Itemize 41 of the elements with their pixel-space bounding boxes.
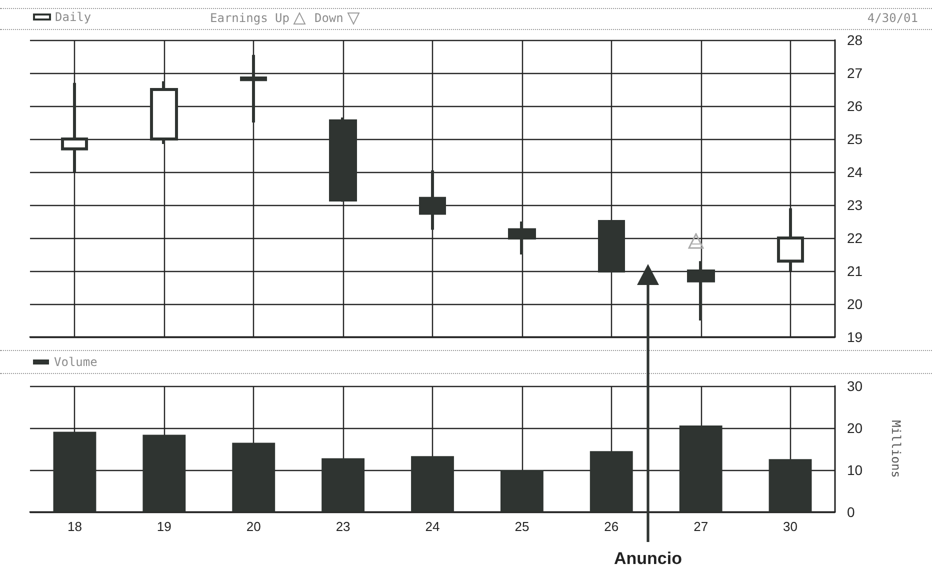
y-tick-label: 23 — [847, 197, 863, 213]
y-tick-label: 21 — [847, 263, 863, 279]
x-tick-label: 18 — [67, 519, 82, 534]
x-tick-label: 23 — [336, 519, 350, 534]
y-tick-label: 0 — [847, 504, 855, 520]
bar — [679, 425, 722, 512]
bar — [322, 458, 365, 512]
text: Down — [314, 11, 344, 25]
bar — [590, 451, 633, 512]
x-tick-label: 26 — [604, 519, 619, 534]
bar — [53, 432, 96, 512]
bar — [142, 434, 186, 512]
text: Earnings — [210, 11, 269, 25]
candlestick — [598, 220, 625, 272]
y-tick-label: 22 — [847, 230, 863, 246]
y-tick-label: 24 — [847, 164, 863, 180]
text: Up — [275, 11, 290, 25]
bar — [232, 442, 276, 512]
x-tick-label: 30 — [783, 519, 798, 534]
bar — [500, 470, 544, 512]
x-tick-label: 25 — [514, 519, 530, 534]
x-tick-label: 20 — [246, 519, 261, 534]
bar — [411, 456, 454, 512]
y-tick-label: 27 — [847, 65, 863, 81]
y-tick-label: 30 — [847, 378, 863, 394]
x-tick-label: 27 — [694, 519, 708, 534]
legend-label: Volume — [54, 355, 98, 369]
bar — [768, 459, 812, 512]
text: 4/30/01 — [867, 11, 918, 25]
y-tick-label: 20 — [847, 420, 863, 436]
y-tick-label: 26 — [847, 98, 863, 114]
y-tick-label: 28 — [847, 32, 863, 48]
x-tick-label: 24 — [425, 519, 440, 534]
x-tick-label: 19 — [156, 519, 172, 534]
y-tick-label: 19 — [847, 329, 863, 345]
y-tick-label: 10 — [847, 462, 863, 478]
text: Anuncio — [613, 549, 683, 569]
y-tick-label: 20 — [847, 296, 863, 312]
y-tick-label: 25 — [847, 131, 863, 147]
y-axis-title: Millions — [889, 420, 903, 478]
legend-label: Daily — [55, 10, 92, 24]
